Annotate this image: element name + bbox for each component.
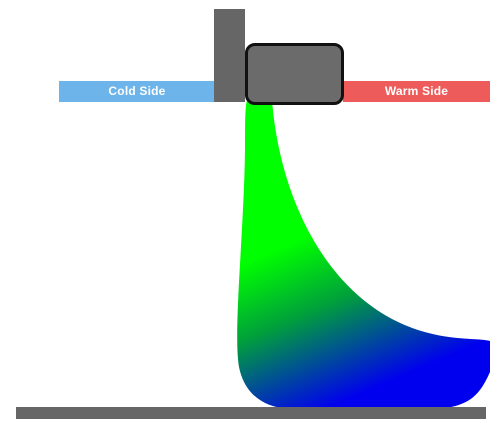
cold-side-label: Cold Side [108,84,166,98]
sensor-block [245,43,344,105]
floor-bar [16,407,486,419]
plume-gradient-shape [237,100,490,409]
warm-side-bar: Warm Side [343,81,490,102]
cold-side-bar: Cold Side [59,81,215,102]
warm-side-label: Warm Side [384,84,449,98]
vertical-post [214,9,245,102]
